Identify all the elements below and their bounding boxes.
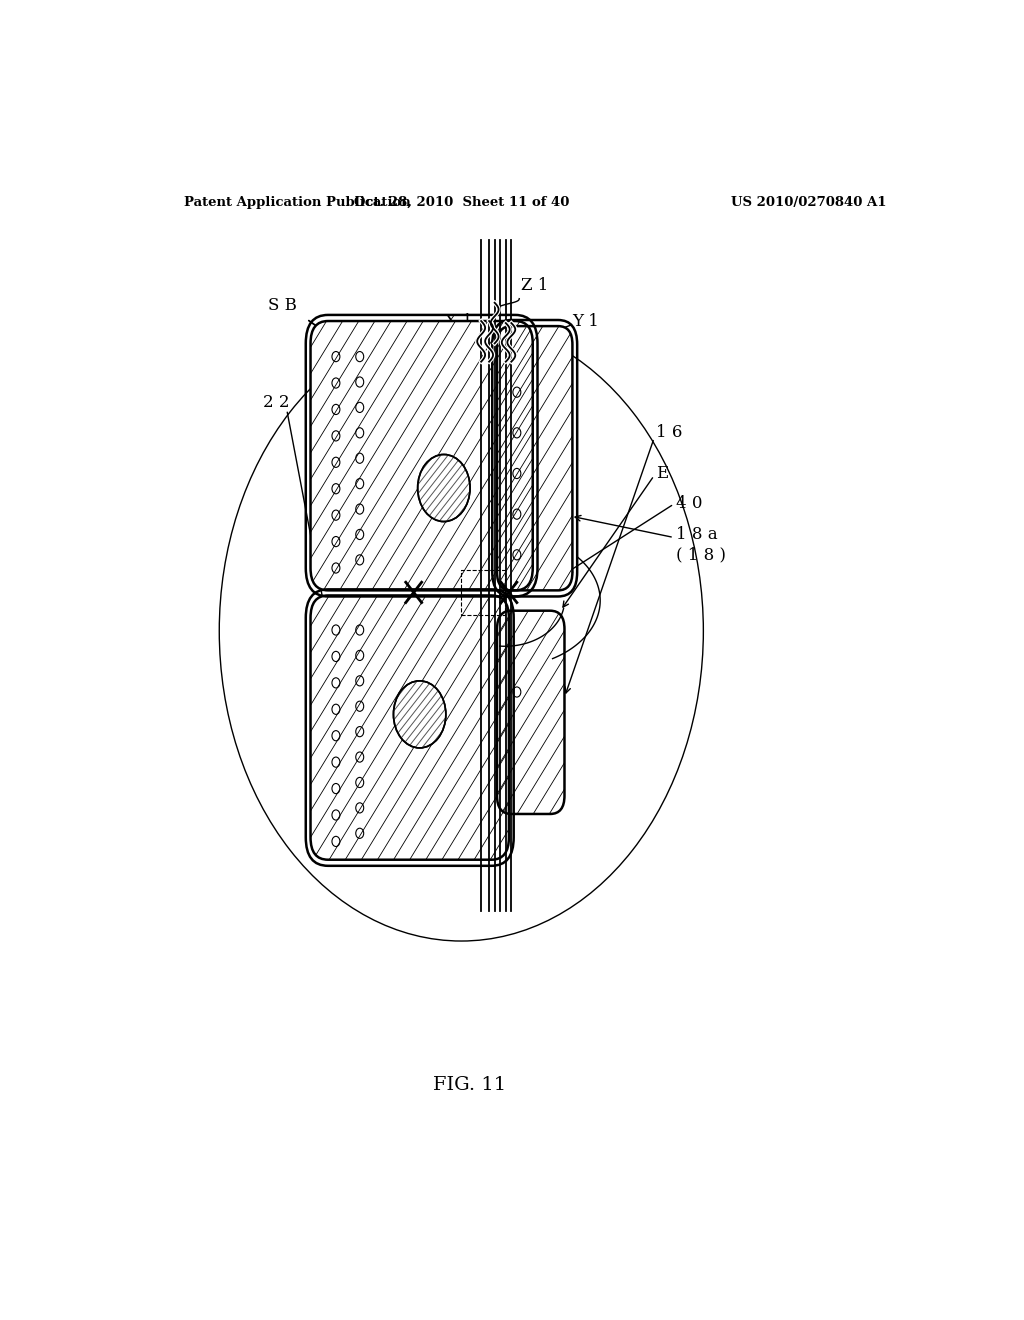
Text: Z 1: Z 1 xyxy=(521,277,548,294)
Text: E: E xyxy=(655,465,668,482)
Text: Oct. 28, 2010  Sheet 11 of 40: Oct. 28, 2010 Sheet 11 of 40 xyxy=(353,195,569,209)
Text: X 1: X 1 xyxy=(445,313,473,330)
FancyBboxPatch shape xyxy=(497,611,564,814)
Text: 2 2: 2 2 xyxy=(263,393,290,411)
Text: US 2010/0270840 A1: US 2010/0270840 A1 xyxy=(731,195,887,209)
FancyBboxPatch shape xyxy=(497,326,572,590)
Text: 1 6: 1 6 xyxy=(655,424,682,441)
Circle shape xyxy=(393,681,445,748)
Text: S B: S B xyxy=(268,297,297,314)
Text: Patent Application Publication: Patent Application Publication xyxy=(183,195,411,209)
Bar xyxy=(461,570,505,615)
Text: 1 8 a: 1 8 a xyxy=(676,525,717,543)
Text: 2 4: 2 4 xyxy=(314,455,341,471)
Text: 4 0: 4 0 xyxy=(676,495,702,512)
FancyBboxPatch shape xyxy=(310,321,532,590)
Text: ( 1 8 ): ( 1 8 ) xyxy=(676,546,726,564)
Circle shape xyxy=(418,454,470,521)
Text: FIG. 11: FIG. 11 xyxy=(433,1076,506,1094)
Text: Y 1: Y 1 xyxy=(572,313,599,330)
FancyBboxPatch shape xyxy=(310,595,509,859)
